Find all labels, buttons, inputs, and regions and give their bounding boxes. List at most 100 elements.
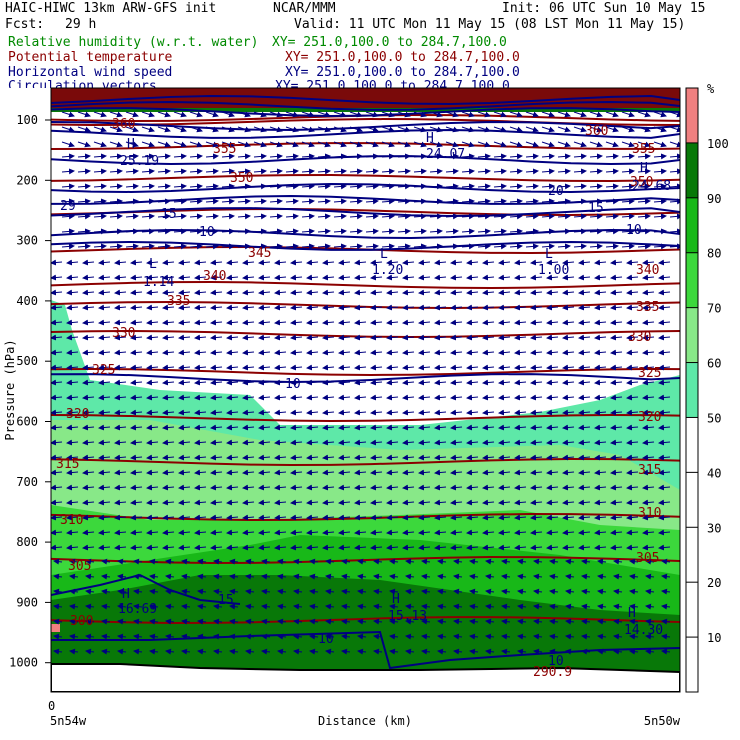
model-title: HAIC-HIWC 13km ARW-GFS init [5,1,217,16]
theta-label: 300 [70,614,93,629]
circulation-vector [386,319,399,326]
circulation-vector [61,111,75,118]
circulation-vector [589,141,603,148]
circulation-vector [493,168,507,175]
circulation-vector [258,319,271,326]
circulation-vector [445,243,459,250]
circulation-vector [301,198,315,205]
wind-contour [51,129,680,139]
circulation-vector [194,409,207,416]
circulation-vector [653,183,667,190]
circulation-vector [274,394,287,401]
circulation-vector [461,111,475,118]
circulation-vector [466,274,479,281]
circulation-vector [578,274,591,281]
circulation-vector [365,228,379,235]
circulation-vector [365,183,379,190]
circulation-vector [66,379,79,386]
circulation-vector [258,424,271,431]
circulation-vector [146,274,159,281]
circulation-vector [514,259,527,266]
circulation-vector [578,379,591,386]
circulation-vector [594,364,607,371]
circulation-vector [317,111,331,118]
circulation-vector [285,213,299,220]
circulation-vector [621,198,635,205]
circulation-vector [434,289,447,296]
circulation-vector [226,319,239,326]
circulation-vector [269,126,283,133]
circulation-vector [653,198,667,205]
circulation-vector [429,111,443,118]
circulation-vector [642,274,655,281]
circulation-vector [509,183,523,190]
circulation-vector [482,334,495,341]
theta-label: 320 [638,410,661,425]
circulation-vector [397,126,411,133]
circulation-vector [290,289,303,296]
circulation-vector [162,364,175,371]
circulation-vector [189,213,203,220]
circulation-vector [349,153,363,160]
circulation-vector [51,319,63,326]
circulation-vector [221,243,235,250]
circulation-vector [93,126,107,133]
circulation-vector [562,274,575,281]
circulation-vector [242,334,255,341]
extremum-value: 24.07 [426,147,465,162]
circulation-vector [274,409,287,416]
circulation-vector [125,183,139,190]
circulation-vector [290,334,303,341]
circulation-vector [450,319,463,326]
circulation-vector [333,243,347,250]
circulation-vector [402,259,415,266]
extremum-value: 14.30 [624,623,663,638]
circulation-vector [290,379,303,386]
circulation-vector [589,153,603,160]
circulation-vector [530,394,543,401]
circulation-vector [253,153,267,160]
circulation-vector [514,304,527,311]
circulation-vector [461,183,475,190]
circulation-vector [178,394,191,401]
circulation-vector [178,409,191,416]
circulation-vector [541,213,555,220]
circulation-vector [637,228,651,235]
circulation-vector [162,319,175,326]
circulation-vector [578,364,591,371]
wind-contour [51,241,680,251]
wind-contours [51,95,680,670]
circulation-vector [434,259,447,266]
circulation-vector [573,141,587,148]
circulation-vector [578,334,591,341]
circulation-vector [93,213,107,220]
circulation-vector [178,364,191,371]
circulation-vector [157,111,171,118]
circulation-vector [637,198,651,205]
y-tick-label: 100 [16,113,38,127]
circulation-vector [546,304,559,311]
theta-label: 350 [230,171,253,186]
circulation-vector [338,364,351,371]
extremum-value: 1.14 [143,275,174,290]
theta-label: 315 [638,463,661,478]
circulation-vector [562,304,575,311]
circulation-vector [146,409,159,416]
circulation-vector [546,334,559,341]
circulation-vector [178,319,191,326]
circulation-vector [637,243,651,250]
circulation-vector [658,349,671,356]
circulation-vector [194,394,207,401]
circulation-vector [93,141,107,148]
circulation-vector [429,141,443,148]
circulation-vector [82,304,95,311]
circulation-vector [418,394,431,401]
circulation-vector [637,111,651,118]
circulation-vector [114,274,127,281]
circulation-vector [381,198,395,205]
circulation-vector [306,319,319,326]
circulation-vector [498,349,511,356]
circulation-vector [77,111,91,118]
circulation-vector [530,289,543,296]
